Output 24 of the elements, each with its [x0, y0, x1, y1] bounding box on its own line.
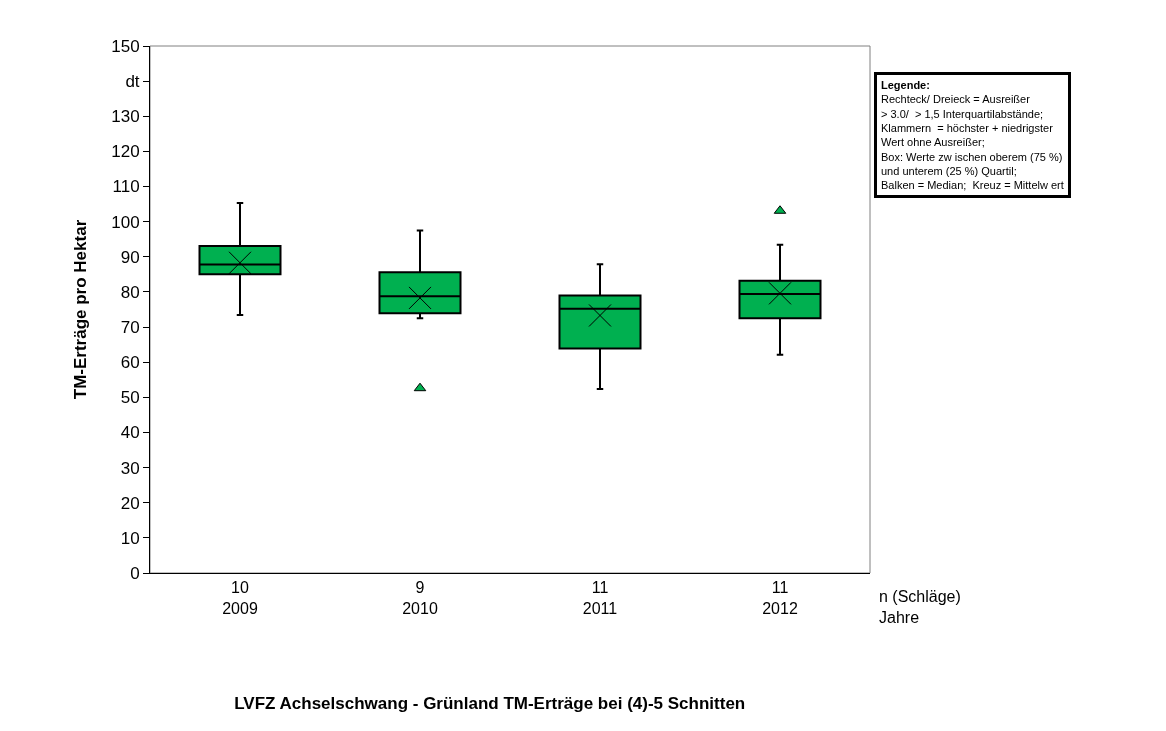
y-tick-label: 90 [120, 247, 140, 267]
y-axis-title: TM-Erträge pro Hektar [70, 219, 90, 400]
y-tick-label: 10 [120, 528, 140, 548]
y-tick-label: 120 [111, 142, 140, 162]
x-tick-label: 10 2009 [222, 579, 258, 617]
y-tick-label: dt [125, 72, 140, 92]
y-tick-label: 20 [120, 493, 140, 513]
y-tick-label: 70 [120, 318, 140, 338]
y-tick-label: 100 [111, 212, 140, 232]
y-tick-label: 150 [111, 36, 140, 56]
x-tick-label: 11 2011 [582, 579, 618, 617]
y-tick-label: 0 [130, 563, 140, 583]
y-tick-label: 130 [111, 107, 140, 127]
text: n (Schläge) Jahre [879, 588, 961, 626]
y-tick-label: 110 [112, 177, 140, 197]
y-tick-label: 50 [120, 388, 140, 408]
text: LVFZ Achselschwang - Grünland TM-Erträge bei (4)-5 Schnitten [234, 694, 746, 714]
x-tick-label: 9 2010 [402, 579, 438, 617]
y-tick-label: 80 [120, 282, 140, 302]
y-tick-label: 30 [120, 458, 140, 478]
x-tick-label: 11 2012 [762, 579, 798, 617]
y-tick-label: 40 [120, 423, 140, 443]
y-tick-label: 60 [120, 353, 140, 373]
text: Legende: Rechteck/ Dreieck = Ausreißer > 3.0/ > 1,5 Interquartilabstände; Klammern = höchster + niedrigster Wert ohne Ausreißer; Box: Werte zw ischen oberem (75 %) und unterem (25 %) Quartil; Balken = Median; Kreuz = Mittelw ert [881, 79, 1064, 192]
